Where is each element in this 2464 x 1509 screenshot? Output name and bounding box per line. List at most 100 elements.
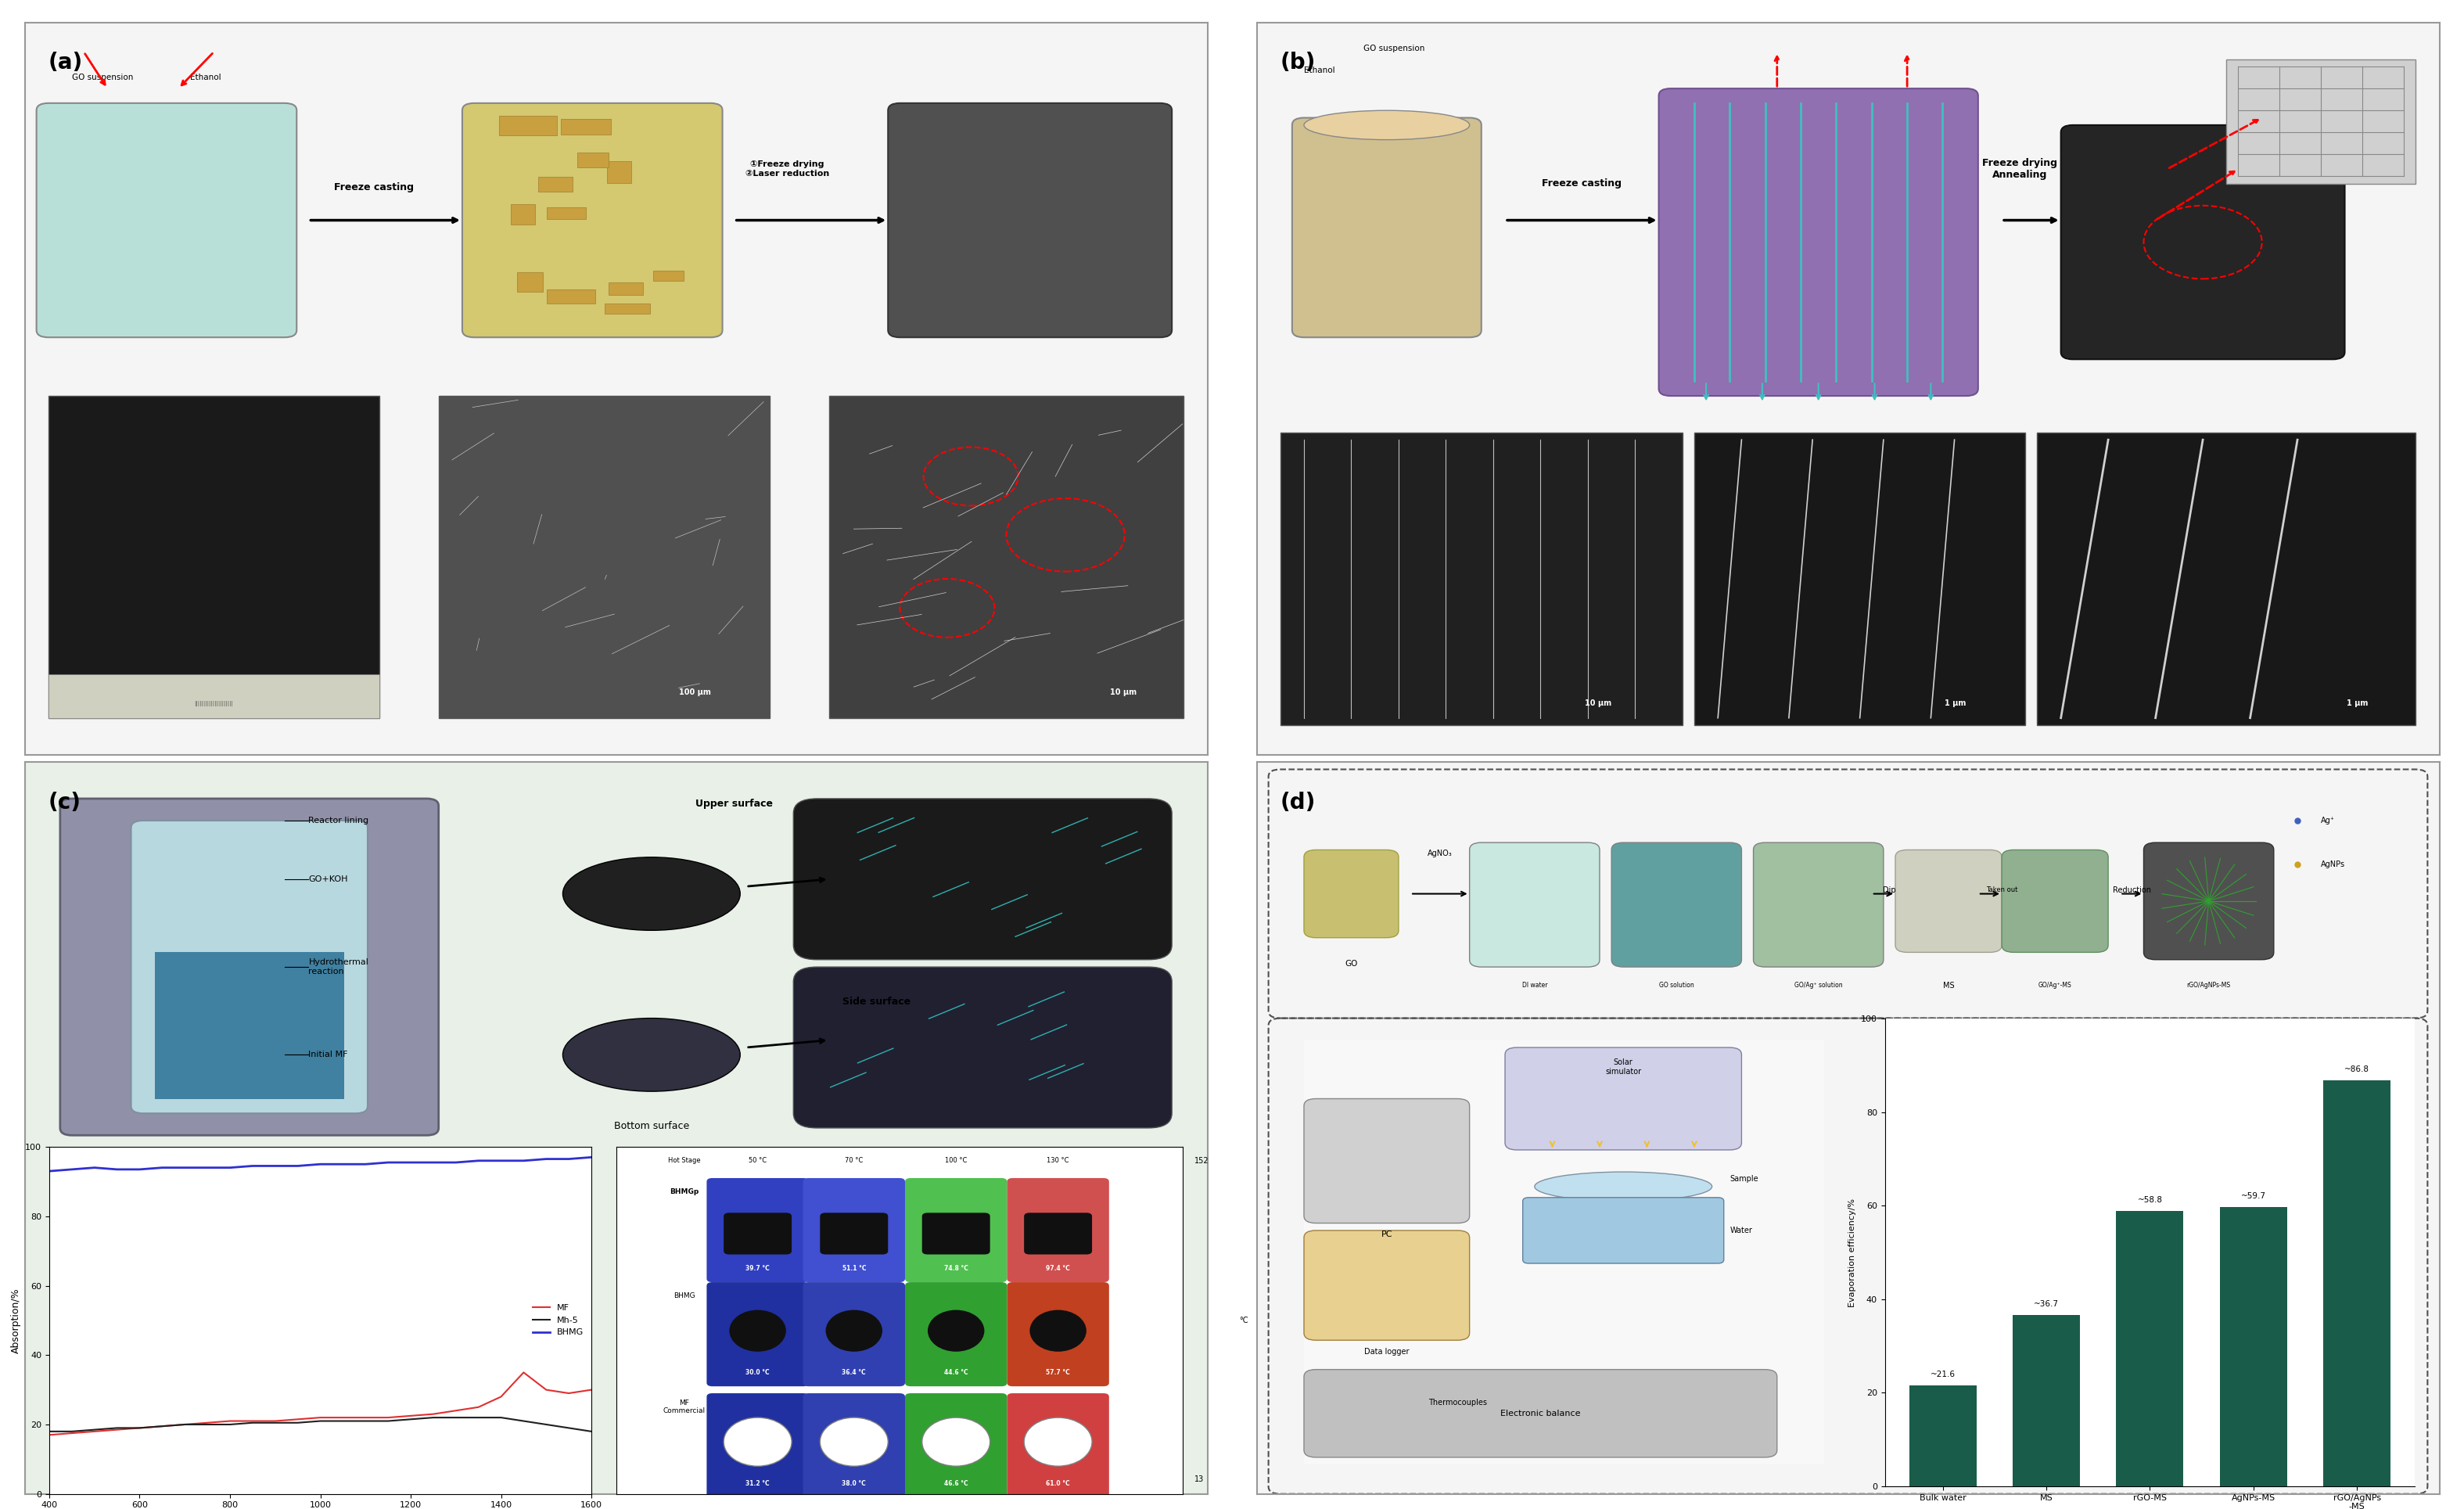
MF (101, 1420, 131, 1438)
Mh-5 (79, 1420, 108, 1438)
Text: Taken out: Taken out (1986, 886, 2018, 893)
FancyBboxPatch shape (1658, 89, 1979, 395)
FancyBboxPatch shape (2060, 125, 2346, 359)
Text: BHMGp: BHMGp (670, 1189, 700, 1195)
FancyBboxPatch shape (793, 967, 1173, 1129)
BHMG (261, 1157, 291, 1176)
MF (508, 1364, 537, 1382)
Ellipse shape (729, 1310, 786, 1352)
Text: |||||||||||||||||||||: ||||||||||||||||||||| (195, 700, 234, 706)
Mh-5 (463, 1408, 493, 1426)
Line: MF: MF (49, 1373, 591, 1435)
Bar (547, 290, 596, 303)
Text: (c): (c) (49, 791, 81, 813)
FancyBboxPatch shape (1008, 1179, 1109, 1283)
Text: rGO/AgNPs-MS: rGO/AgNPs-MS (2186, 982, 2230, 988)
BHMG (306, 1156, 335, 1174)
MF (532, 1381, 562, 1399)
BHMG (79, 1159, 108, 1177)
Text: (a): (a) (49, 51, 84, 74)
MF (485, 1388, 515, 1406)
Mh-5 (34, 1423, 64, 1441)
Text: 31.2 °C: 31.2 °C (747, 1480, 769, 1486)
BHMG (237, 1157, 266, 1176)
Text: 30.0 °C: 30.0 °C (747, 1369, 769, 1376)
Mh-5 (237, 1414, 266, 1432)
Mh-5 (554, 1418, 584, 1437)
MF (192, 1414, 222, 1432)
Text: Sample: Sample (1730, 1176, 1759, 1183)
MF (283, 1411, 313, 1429)
Mh-5 (532, 1415, 562, 1434)
Bar (155, 952, 345, 1099)
MF (419, 1405, 448, 1423)
FancyBboxPatch shape (803, 1283, 904, 1387)
FancyBboxPatch shape (803, 1393, 904, 1497)
Text: Reduction: Reduction (2112, 886, 2151, 895)
MF (148, 1417, 177, 1435)
MF (577, 1381, 606, 1399)
Bar (653, 270, 683, 281)
FancyBboxPatch shape (707, 1393, 808, 1497)
FancyBboxPatch shape (1303, 850, 1400, 937)
Text: Hot Stage: Hot Stage (668, 1157, 700, 1165)
FancyBboxPatch shape (1469, 842, 1599, 967)
Text: 44.6 °C: 44.6 °C (944, 1369, 968, 1376)
Text: MF
Commercial: MF Commercial (663, 1399, 705, 1415)
Mh-5 (214, 1415, 244, 1434)
Text: 10 μm: 10 μm (1109, 688, 1136, 696)
Text: 51.1 °C: 51.1 °C (843, 1265, 865, 1272)
FancyBboxPatch shape (724, 1213, 791, 1254)
Bar (828, 395, 1183, 718)
Text: MS: MS (1942, 982, 1954, 990)
FancyBboxPatch shape (1025, 1213, 1092, 1254)
Bar (2324, 1080, 2390, 1486)
Bar (1303, 1040, 1823, 1465)
MF (79, 1423, 108, 1441)
Text: 97.4 °C: 97.4 °C (1047, 1265, 1069, 1272)
Text: (b): (b) (1281, 51, 1316, 74)
Mh-5 (485, 1408, 515, 1426)
BHMG (532, 1150, 562, 1168)
Text: Ethanol: Ethanol (190, 74, 222, 81)
Bar (577, 152, 609, 167)
Mh-5 (126, 1418, 155, 1437)
FancyBboxPatch shape (904, 1179, 1008, 1283)
FancyBboxPatch shape (37, 103, 296, 338)
FancyBboxPatch shape (707, 1283, 808, 1387)
BHMG (57, 1160, 86, 1179)
Text: 74.8 °C: 74.8 °C (944, 1265, 968, 1272)
Bar (2117, 1212, 2183, 1486)
Text: Electronic balance: Electronic balance (1501, 1409, 1579, 1417)
BHMG (554, 1150, 584, 1168)
Text: Water: Water (1730, 1227, 1752, 1234)
Text: Hydrothermal
reaction: Hydrothermal reaction (308, 958, 370, 975)
MF (237, 1412, 266, 1431)
BHMG (328, 1156, 357, 1174)
Ellipse shape (922, 1417, 991, 1467)
Text: Freeze casting: Freeze casting (333, 183, 414, 192)
Line: BHMG: BHMG (49, 1157, 591, 1171)
MF (463, 1397, 493, 1415)
Text: (d): (d) (1281, 791, 1316, 813)
FancyBboxPatch shape (2001, 850, 2109, 952)
Bar (606, 303, 650, 314)
Bar (537, 177, 572, 192)
FancyBboxPatch shape (707, 1179, 808, 1283)
FancyBboxPatch shape (1303, 1370, 1777, 1458)
Mh-5 (397, 1411, 426, 1429)
Text: GO suspension: GO suspension (1363, 45, 1424, 53)
Text: Side surface: Side surface (843, 996, 909, 1007)
Mh-5 (508, 1412, 537, 1431)
Text: Ag⁺: Ag⁺ (2321, 816, 2336, 824)
BHMG (419, 1153, 448, 1171)
Text: 1 μm: 1 μm (1944, 699, 1966, 708)
Text: 100 μm: 100 μm (678, 688, 710, 696)
Ellipse shape (562, 857, 739, 931)
Text: Data logger: Data logger (1365, 1348, 1409, 1355)
Text: 61.0 °C: 61.0 °C (1047, 1480, 1069, 1486)
FancyBboxPatch shape (1008, 1283, 1109, 1387)
Ellipse shape (1535, 1172, 1712, 1201)
MF (350, 1408, 379, 1426)
Text: GO: GO (1345, 960, 1358, 967)
